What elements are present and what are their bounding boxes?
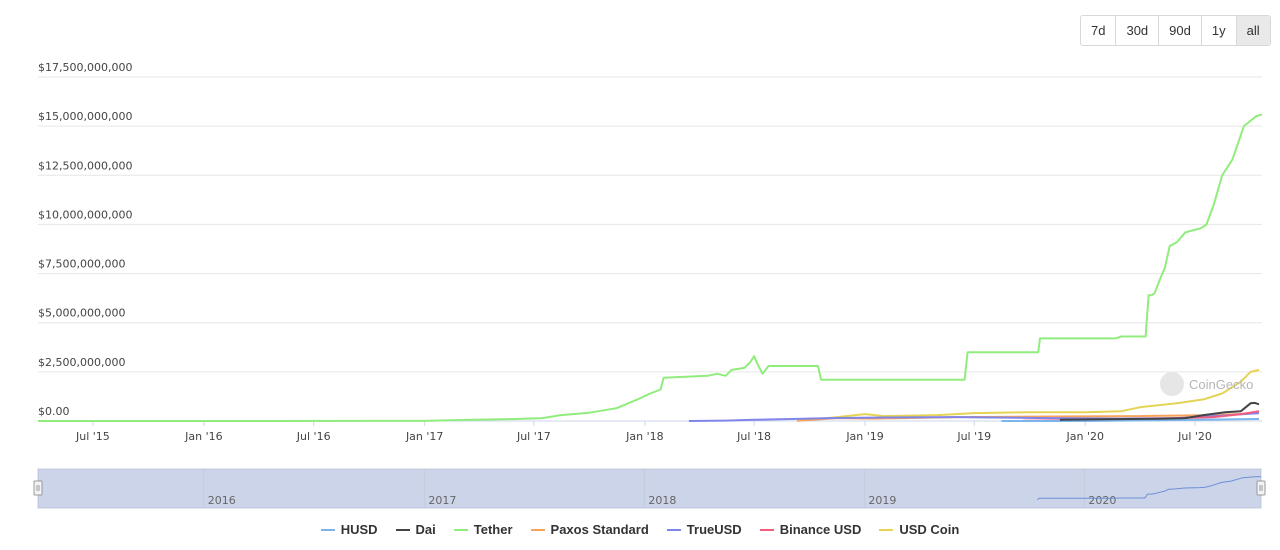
x-tick-label: Jan '20 (1066, 430, 1104, 443)
x-tick-label: Jan '18 (625, 430, 663, 443)
x-tick-label: Jan '16 (184, 430, 222, 443)
coingecko-watermark: CoinGecko (1160, 372, 1253, 396)
y-tick-label: $0.00 (38, 405, 70, 418)
x-tick-label: Jan '19 (845, 430, 883, 443)
navigator-year-label: 2016 (208, 494, 236, 507)
legend-swatch (453, 528, 468, 531)
y-tick-label: $5,000,000,000 (38, 307, 125, 320)
navigator-left-handle[interactable] (33, 480, 43, 496)
x-tick-label: Jul '18 (736, 430, 771, 443)
legend-swatch (759, 528, 774, 531)
y-tick-label: $15,000,000,000 (38, 110, 132, 123)
navigator-year-label: 2018 (648, 494, 676, 507)
legend-swatch (666, 528, 681, 531)
legend-label: Paxos Standard (550, 522, 649, 537)
range-navigator: 2016 2017 2018 2019 2020 (33, 468, 1266, 509)
y-tick-label: $10,000,000,000 (38, 208, 132, 221)
y-tick-label: $2,500,000,000 (38, 356, 125, 369)
range-button-1y[interactable]: 1y (1202, 16, 1237, 45)
navigator-year-label: 2019 (868, 494, 896, 507)
y-axis-ticks: $0.00 $2,500,000,000 $5,000,000,000 $7,500,… (38, 61, 132, 418)
legend-swatch (879, 528, 894, 531)
x-tick-label: Jul '17 (516, 430, 551, 443)
legend-swatch (395, 528, 410, 531)
range-button-7d[interactable]: 7d (1081, 16, 1117, 45)
navigator-background[interactable] (37, 468, 1262, 509)
legend-swatch (320, 528, 335, 531)
legend-label: TrueUSD (686, 522, 742, 537)
legend-label: Tether (473, 522, 513, 537)
range-selector: 7d 30d 90d 1y all (1080, 15, 1271, 46)
series-line-usd-coin (809, 368, 1260, 421)
gecko-logo-icon (1160, 372, 1184, 396)
legend-item-husd[interactable]: HUSD (320, 522, 378, 537)
navigator-year-label: 2020 (1088, 494, 1116, 507)
legend-item-tether[interactable]: Tether (453, 522, 513, 537)
legend-item-dai[interactable]: Dai (395, 522, 436, 537)
x-tick-label: Jul '16 (296, 430, 331, 443)
range-button-all[interactable]: all (1236, 16, 1270, 45)
legend-item-paxos-standard[interactable]: Paxos Standard (530, 522, 649, 537)
range-button-30d[interactable]: 30d (1116, 16, 1160, 45)
legend-label: Dai (415, 522, 436, 537)
grid-lines (38, 76, 1262, 422)
y-tick-label: $12,500,000,000 (38, 159, 132, 172)
legend-label: HUSD (340, 522, 378, 537)
x-tick-label: Jul '19 (956, 430, 991, 443)
range-button-90d[interactable]: 90d (1159, 16, 1202, 45)
navigator-series-line (1037, 476, 1262, 500)
legend-item-binance-usd[interactable]: Binance USD (759, 522, 862, 537)
plot-series (37, 113, 1263, 422)
x-axis-ticks: Jul '15 Jan '16 Jul '16 Jan '17 Jul '17 Jan '… (75, 421, 1212, 443)
legend-label: Binance USD (779, 522, 862, 537)
x-tick-label: Jul '15 (75, 430, 110, 443)
chart-legend: HUSD Dai Tether Paxos Standard TrueUSD Binanc… (0, 522, 1280, 537)
watermark-text: CoinGecko (1189, 376, 1254, 392)
navigator-selection[interactable] (38, 469, 1261, 508)
legend-swatch (530, 528, 545, 531)
series-line-dai (1059, 401, 1260, 421)
y-tick-label: $17,500,000,000 (38, 61, 132, 74)
series-line-tether (37, 113, 1263, 422)
series-line-husd (1001, 418, 1260, 422)
navigator-year-label: 2017 (428, 494, 456, 507)
y-tick-label: $7,500,000,000 (38, 258, 125, 271)
legend-item-trueusd[interactable]: TrueUSD (666, 522, 742, 537)
navigator-right-handle[interactable] (1256, 480, 1266, 496)
x-tick-label: Jan '17 (405, 430, 443, 443)
x-tick-label: Jul '20 (1177, 430, 1212, 443)
legend-label: USD Coin (899, 522, 960, 537)
legend-item-usd-coin[interactable]: USD Coin (879, 522, 959, 537)
